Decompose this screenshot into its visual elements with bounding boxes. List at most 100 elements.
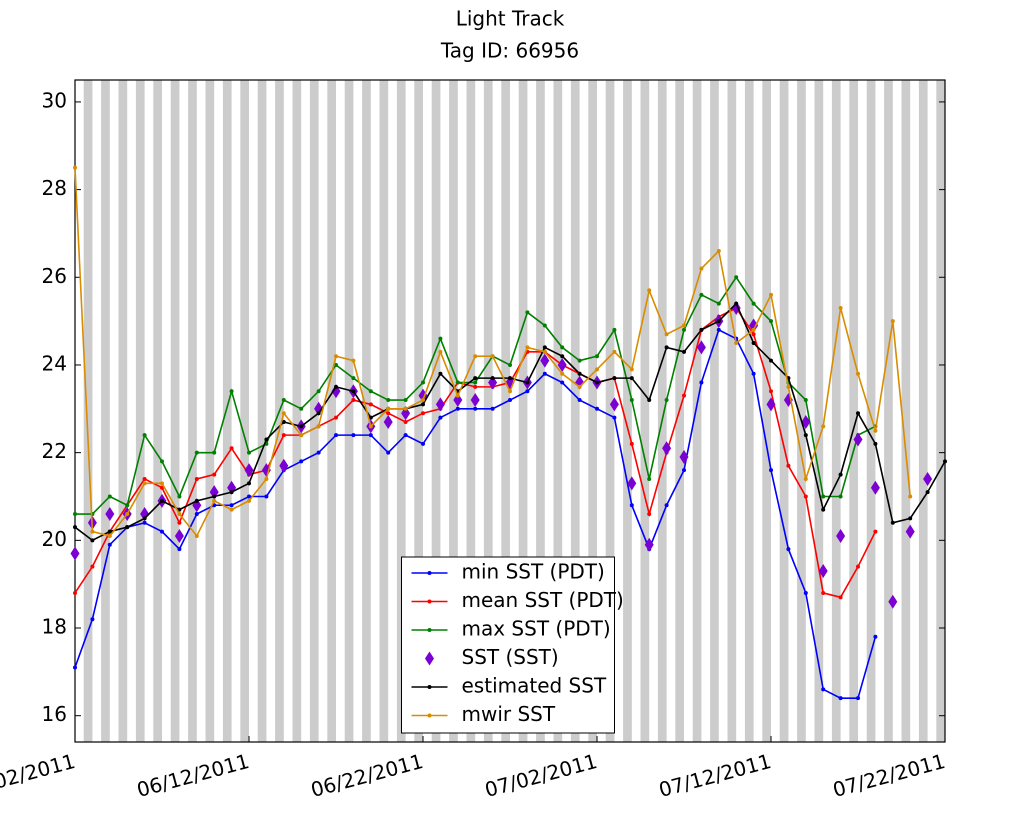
- series-point: [629, 503, 634, 508]
- series-point: [90, 529, 95, 534]
- series-point: [107, 529, 112, 534]
- sst-point: [279, 458, 289, 473]
- series-point: [838, 595, 843, 600]
- series-point: [577, 398, 582, 403]
- series-point: [751, 341, 756, 346]
- sst-point: [923, 471, 933, 486]
- series-point: [890, 319, 895, 324]
- sst-point: [853, 432, 863, 447]
- series-point: [212, 498, 217, 503]
- series-point: [699, 380, 704, 385]
- series-point: [751, 371, 756, 376]
- series-point: [351, 398, 356, 403]
- series-point: [577, 384, 582, 389]
- legend-label: mean SST (PDT): [462, 588, 624, 612]
- night-band: [170, 80, 180, 742]
- series-point: [421, 441, 425, 446]
- series-point: [821, 590, 826, 595]
- night-band: [814, 80, 824, 742]
- sst-point: [870, 480, 880, 495]
- series-point: [160, 529, 164, 534]
- series-point: [525, 380, 530, 385]
- legend-marker: [427, 713, 432, 718]
- series-point: [629, 441, 634, 446]
- series-point: [334, 415, 338, 420]
- series-point: [351, 389, 356, 394]
- sst-point: [731, 300, 741, 315]
- sst-point: [888, 594, 898, 609]
- series-point: [90, 564, 95, 569]
- series-point: [612, 376, 617, 381]
- night-band: [623, 80, 632, 742]
- series-point: [125, 503, 130, 508]
- series-point: [386, 398, 391, 403]
- x-tick-label: 07/12/2011: [656, 749, 774, 802]
- series-point: [908, 516, 913, 521]
- series-point: [856, 696, 860, 701]
- series-point: [368, 402, 373, 407]
- series-point: [751, 327, 756, 332]
- series-point: [612, 349, 617, 354]
- series-point: [647, 398, 652, 403]
- series-point: [142, 481, 147, 486]
- chart-subtitle: Tag ID: 66956: [440, 39, 579, 63]
- series-point: [142, 433, 147, 438]
- sst-point: [70, 546, 80, 561]
- series-point: [751, 332, 756, 337]
- series-point: [803, 494, 808, 499]
- series-point: [473, 384, 478, 389]
- series-point: [107, 542, 112, 547]
- night-band: [692, 80, 702, 742]
- series-point: [421, 402, 425, 407]
- series-point: [925, 490, 930, 495]
- sst-point: [905, 524, 915, 539]
- series-point: [438, 371, 443, 376]
- series-point: [525, 310, 530, 315]
- night-band: [188, 80, 197, 742]
- series-point: [873, 634, 878, 639]
- series-point: [299, 433, 304, 438]
- series-point: [821, 687, 826, 692]
- series-point: [647, 512, 652, 517]
- series-point: [803, 476, 808, 481]
- series-point: [438, 349, 443, 354]
- series-point: [803, 433, 808, 438]
- night-band: [831, 80, 841, 742]
- series-point: [368, 389, 373, 394]
- series-point: [560, 354, 565, 359]
- series-point: [334, 362, 338, 367]
- series-point: [838, 494, 843, 499]
- series-point: [229, 507, 234, 512]
- series-point: [212, 472, 217, 477]
- series-point: [229, 490, 234, 495]
- series-point: [212, 494, 217, 499]
- series-point: [856, 564, 860, 569]
- x-tick-label: 07/02/2011: [482, 749, 600, 802]
- series-point: [699, 266, 704, 271]
- series-point: [247, 494, 251, 499]
- series-point: [821, 494, 826, 499]
- series-point: [612, 327, 617, 332]
- night-band: [431, 80, 441, 742]
- series-point: [368, 424, 373, 429]
- series-point: [595, 406, 599, 411]
- series-point: [664, 345, 669, 350]
- series-point: [595, 354, 599, 359]
- series-point: [508, 376, 512, 381]
- night-band: [553, 80, 563, 742]
- series-point: [177, 512, 182, 517]
- series-point: [455, 406, 460, 411]
- night-band: [762, 80, 771, 742]
- night-band: [918, 80, 928, 742]
- series-point: [856, 411, 860, 416]
- night-band: [118, 80, 128, 742]
- series-point: [769, 319, 773, 324]
- series-point: [403, 398, 408, 403]
- night-band: [292, 80, 302, 742]
- sst-point: [557, 357, 567, 372]
- night-band: [135, 80, 145, 742]
- series-point: [73, 665, 77, 670]
- series-point: [542, 349, 547, 354]
- series-point: [368, 433, 373, 438]
- series-point: [664, 503, 669, 508]
